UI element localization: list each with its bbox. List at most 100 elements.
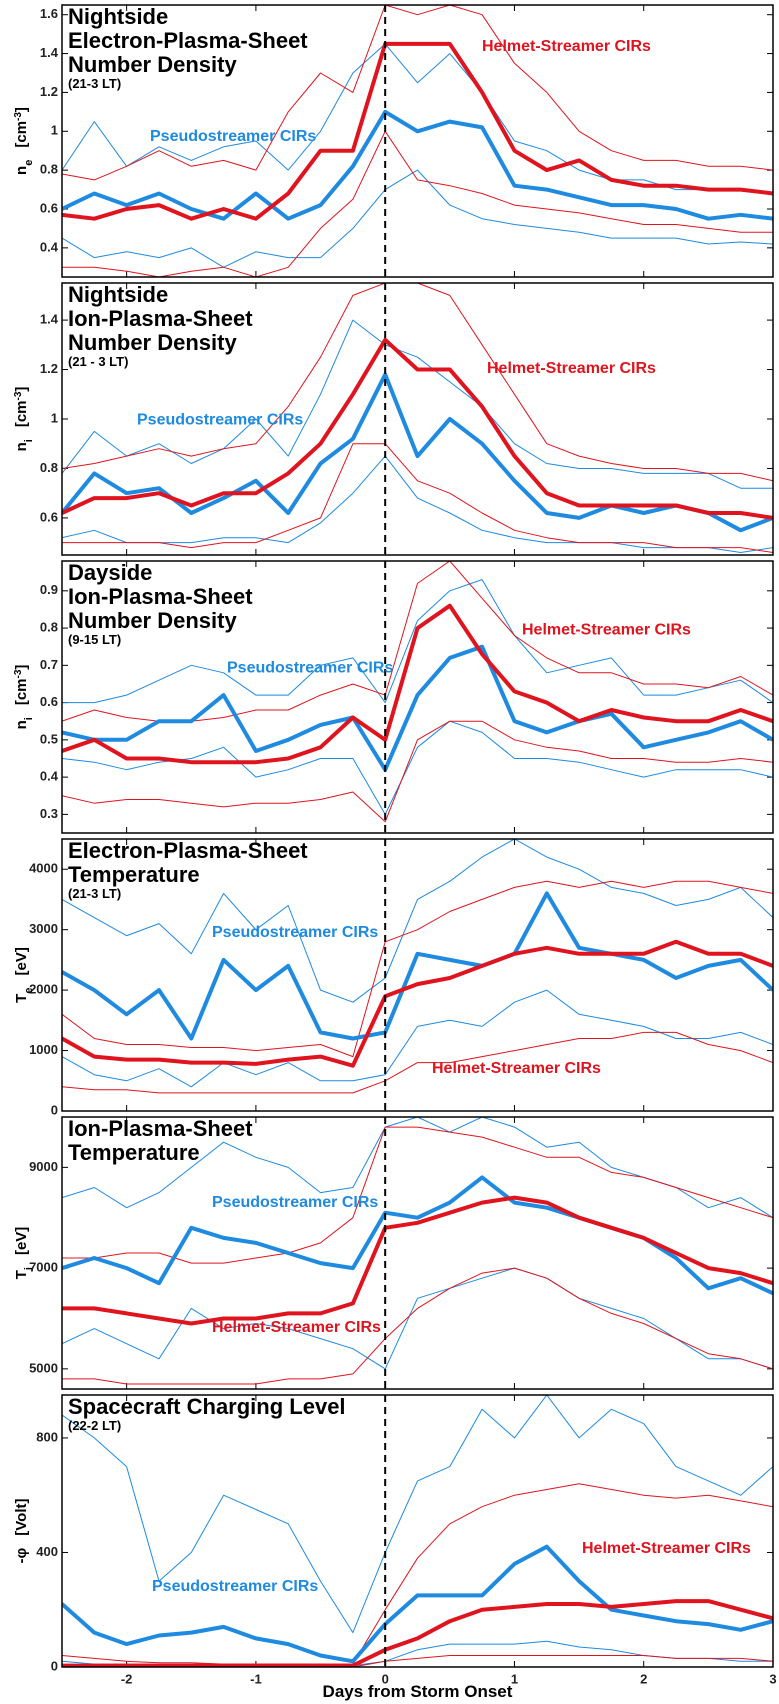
annotation: Helmet-Streamer CIRs (212, 1319, 381, 1336)
annotation: Helmet-Streamer CIRs (487, 360, 656, 377)
data-line (62, 43, 773, 194)
data-line (62, 839, 773, 1003)
panel: 01000200030004000Electron-Plasma-SheetTe… (13, 838, 774, 1117)
panel-title: Number Density (68, 52, 237, 77)
x-tick-label: 0 (382, 1671, 389, 1686)
annotation: Pseudostreamer CIRs (152, 1578, 318, 1595)
y-label-symbol: -φ (13, 1547, 30, 1563)
data-line (62, 603, 773, 765)
y-tick-label: 7000 (29, 1260, 58, 1275)
y-tick-label: 0.6 (40, 200, 58, 215)
y-tick-label: 0.8 (40, 620, 58, 635)
panel-title: Ion-Plasma-Sheet (68, 306, 253, 331)
data-line (62, 109, 773, 221)
y-label-sub: i (23, 1267, 35, 1270)
annotation: Pseudostreamer CIRs (137, 411, 303, 428)
x-tick-label: -2 (121, 1671, 133, 1686)
data-line (62, 455, 773, 553)
panel-title: Spacecraft Charging Level (68, 1394, 346, 1419)
y-tick-label: 1.6 (40, 6, 58, 21)
y-label-symbol: n (13, 720, 30, 729)
data-line (62, 372, 773, 533)
y-tick-label: 0.6 (40, 694, 58, 709)
annotation: Helmet-Streamer CIRs (482, 38, 651, 55)
data-line (62, 1655, 773, 1667)
data-line (62, 319, 773, 489)
panel-title: Ion-Plasma-Sheet (68, 584, 253, 609)
panel-title: Temperature (68, 1140, 200, 1165)
plot-frame (61, 1116, 774, 1390)
y-label-sup: -3 (13, 112, 24, 121)
y-axis-label: Ti [eV] (13, 1227, 35, 1280)
panel: 0 400 800 -2 -1 0 1 2 3 Spacecraft Charging Level… (13, 1394, 777, 1701)
x-tick-label: 1 (511, 1671, 518, 1686)
y-tick-label: 0 (51, 1102, 58, 1117)
plot-frame (61, 282, 774, 556)
series-group (62, 283, 773, 553)
data-line (62, 1195, 773, 1326)
y-label-unit: [cm (13, 678, 30, 705)
annotation: Pseudostreamer CIRs (212, 1194, 378, 1211)
data-line (62, 1126, 773, 1264)
x-tick-label: -1 (250, 1671, 262, 1686)
y-tick-label: 1.2 (40, 84, 58, 99)
panel-title: Ion-Plasma-Sheet (68, 1116, 253, 1141)
data-line (62, 880, 773, 1058)
y-tick-label: 0.5 (40, 731, 58, 746)
y-tick-label: 3000 (29, 921, 58, 936)
y-label-end: ] (13, 387, 30, 392)
y-axis-label: ni [cm-3] (13, 387, 36, 452)
plot-frame (61, 838, 774, 1112)
y-axis-label: ni [cm-3] (13, 665, 36, 730)
panel-title: Electron-Plasma-Sheet (68, 838, 308, 863)
panel-subtitle: (9-15 LT) (68, 632, 121, 647)
y-tick-label: 1.4 (40, 45, 59, 60)
y-label-sub: e (23, 988, 35, 994)
data-line (62, 169, 773, 268)
y-tick-label: 1.4 (40, 312, 59, 327)
series-group (62, 561, 773, 823)
data-line (62, 939, 773, 1068)
annotation: Helmet-Streamer CIRs (432, 1060, 601, 1077)
panel-subtitle: (22-2 LT) (68, 1418, 121, 1433)
y-tick-label: 4000 (29, 861, 58, 876)
annotation: Helmet-Streamer CIRs (582, 1540, 751, 1557)
y-tick-label: 0.7 (40, 657, 58, 672)
data-line (62, 5, 773, 181)
data-line (62, 891, 773, 1041)
y-tick-label: 0.4 (40, 769, 59, 784)
data-line (62, 130, 773, 277)
y-label-unit: [Volt] (13, 1499, 30, 1536)
data-line (62, 41, 773, 221)
data-line (62, 443, 773, 553)
series-group (62, 1395, 773, 1667)
plot-frame (61, 1394, 774, 1668)
y-label-end: ] (13, 107, 30, 112)
y-tick-label: 0.6 (40, 509, 58, 524)
annotation: Pseudostreamer CIRs (150, 128, 316, 145)
data-line (62, 1544, 773, 1664)
y-axis-label: -φ [Volt] (13, 1499, 30, 1564)
plot-frame (61, 4, 774, 278)
panel: 0.6 0.8 1 1.2 1.4 NightsideIon-Plasma-SheetNu… (13, 282, 774, 556)
panel: 0.4 0.6 0.8 1 1.2 1.4 1.6 NightsideElectron-Pla… (13, 4, 774, 278)
data-line (62, 1267, 773, 1370)
y-label-end: ] (13, 665, 30, 670)
series-group (62, 1117, 773, 1385)
y-axis-label: Te [eV] (13, 947, 35, 1003)
y-tick-label: 0.8 (40, 460, 58, 475)
panel-title: Number Density (68, 330, 237, 355)
panel-title: Dayside (68, 560, 152, 585)
annotation: Helmet-Streamer CIRs (522, 621, 691, 638)
series-group (62, 5, 773, 277)
panel-title: Electron-Plasma-Sheet (68, 28, 308, 53)
data-line (62, 644, 773, 772)
y-tick-label: 2000 (29, 982, 58, 997)
y-tick-label: 1.2 (40, 361, 58, 376)
data-line (62, 1599, 773, 1667)
y-label-sup: -3 (13, 391, 24, 400)
data-line (62, 1267, 773, 1385)
data-line (62, 1395, 773, 1634)
y-tick-label: 0 (51, 1658, 58, 1673)
